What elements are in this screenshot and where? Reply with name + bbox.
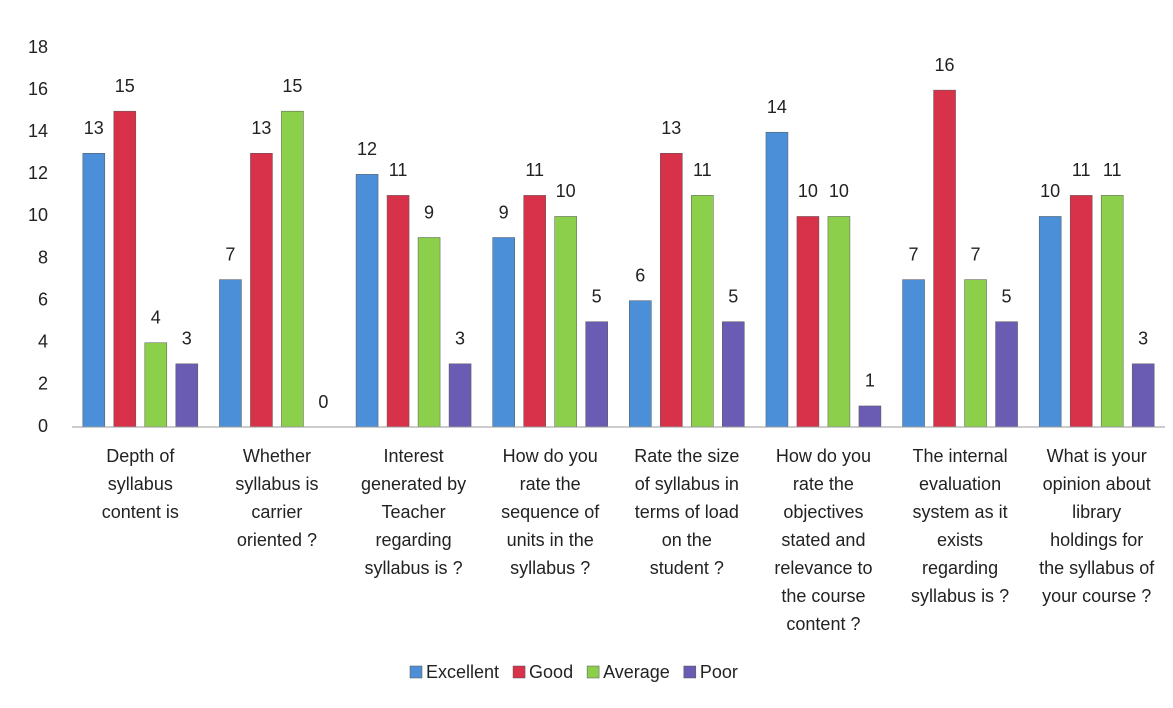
y-tick-label: 18 bbox=[28, 37, 48, 57]
x-tick-label: What is your opinion about library holdings… bbox=[1039, 446, 1155, 606]
legend-label: Excellent bbox=[426, 662, 499, 682]
y-tick-label: 6 bbox=[38, 289, 48, 309]
bar bbox=[355, 174, 379, 428]
data-label: 4 bbox=[151, 308, 161, 328]
data-label: 3 bbox=[1138, 329, 1148, 349]
data-label: 11 bbox=[525, 160, 544, 180]
bar bbox=[554, 216, 577, 428]
data-label: 0 bbox=[318, 392, 328, 412]
data-label: 1 bbox=[865, 371, 875, 391]
data-label: 13 bbox=[661, 118, 681, 138]
data-label: 13 bbox=[251, 118, 271, 138]
bar bbox=[417, 237, 441, 428]
data-label: 15 bbox=[282, 76, 302, 96]
data-label: 3 bbox=[455, 329, 465, 349]
bar bbox=[995, 321, 1018, 428]
data-label: 5 bbox=[592, 286, 602, 306]
data-label: 9 bbox=[424, 202, 434, 222]
data-label: 11 bbox=[1103, 160, 1122, 180]
legend-label: Poor bbox=[700, 662, 738, 682]
data-label: 11 bbox=[693, 160, 712, 180]
legend-swatch bbox=[683, 665, 697, 679]
x-tick-label: The internal evaluation system as it exists… bbox=[911, 446, 1009, 606]
legend-swatch bbox=[586, 665, 600, 679]
y-tick-label: 14 bbox=[28, 121, 48, 141]
data-label: 14 bbox=[767, 97, 787, 117]
data-label: 12 bbox=[357, 139, 377, 159]
bar bbox=[765, 131, 789, 428]
data-label: 15 bbox=[115, 76, 135, 96]
bar bbox=[629, 300, 652, 428]
legend-swatch bbox=[409, 665, 423, 679]
x-tick-label: Interest generated by Teacher regarding syll… bbox=[361, 446, 466, 578]
y-tick-label: 12 bbox=[28, 163, 48, 183]
x-tick-label: Whether syllabus is carrier oriented ? bbox=[235, 446, 318, 550]
y-tick-label: 0 bbox=[38, 416, 48, 436]
bar bbox=[523, 195, 546, 428]
legend-label: Good bbox=[529, 662, 573, 682]
data-label: 7 bbox=[225, 244, 235, 264]
data-label: 6 bbox=[635, 265, 645, 285]
data-label: 10 bbox=[829, 181, 849, 201]
data-label: 3 bbox=[182, 329, 192, 349]
data-label: 7 bbox=[971, 244, 981, 264]
y-tick-label: 8 bbox=[38, 247, 48, 267]
bar bbox=[933, 89, 956, 428]
data-label: 5 bbox=[1002, 286, 1012, 306]
x-tick-label: How do you rate the sequence of units in th… bbox=[501, 446, 600, 578]
x-tick-label: Rate the size of syllabus in terms of load… bbox=[634, 446, 739, 578]
bar bbox=[660, 153, 683, 428]
bar bbox=[175, 363, 199, 428]
data-label: 11 bbox=[389, 160, 408, 180]
bar bbox=[796, 216, 820, 428]
bar bbox=[1038, 216, 1062, 428]
data-label: 16 bbox=[935, 55, 955, 75]
bar bbox=[1100, 195, 1124, 428]
data-label: 10 bbox=[556, 181, 576, 201]
y-tick-label: 10 bbox=[28, 205, 48, 225]
legend-swatch bbox=[512, 665, 526, 679]
y-tick-label: 4 bbox=[38, 332, 48, 352]
bar bbox=[964, 279, 987, 428]
data-label: 13 bbox=[84, 118, 104, 138]
bar bbox=[219, 279, 242, 428]
y-tick-label: 16 bbox=[28, 79, 48, 99]
legend-label: Average bbox=[603, 662, 670, 682]
bar bbox=[386, 195, 410, 428]
x-tick-label: Depth of syllabus content is bbox=[102, 446, 179, 522]
bar bbox=[585, 321, 608, 428]
data-label: 10 bbox=[1040, 181, 1060, 201]
bar bbox=[250, 153, 273, 428]
bar bbox=[858, 405, 882, 428]
bar bbox=[1069, 195, 1093, 428]
bar bbox=[492, 237, 515, 428]
x-tick-label: How do you rate the objectives stated and re… bbox=[774, 446, 872, 634]
y-tick-label: 2 bbox=[38, 374, 48, 394]
data-label: 10 bbox=[798, 181, 818, 201]
bar bbox=[144, 342, 168, 428]
bar bbox=[82, 153, 106, 428]
data-label: 11 bbox=[1072, 160, 1091, 180]
bar bbox=[902, 279, 925, 428]
bar bbox=[722, 321, 745, 428]
bar bbox=[281, 110, 304, 428]
data-label: 9 bbox=[499, 202, 509, 222]
bar bbox=[827, 216, 851, 428]
data-label: 7 bbox=[909, 244, 919, 264]
bar bbox=[448, 363, 472, 428]
bar bbox=[1131, 363, 1155, 428]
bar bbox=[113, 110, 137, 428]
bar bbox=[691, 195, 714, 428]
data-label: 5 bbox=[728, 286, 738, 306]
